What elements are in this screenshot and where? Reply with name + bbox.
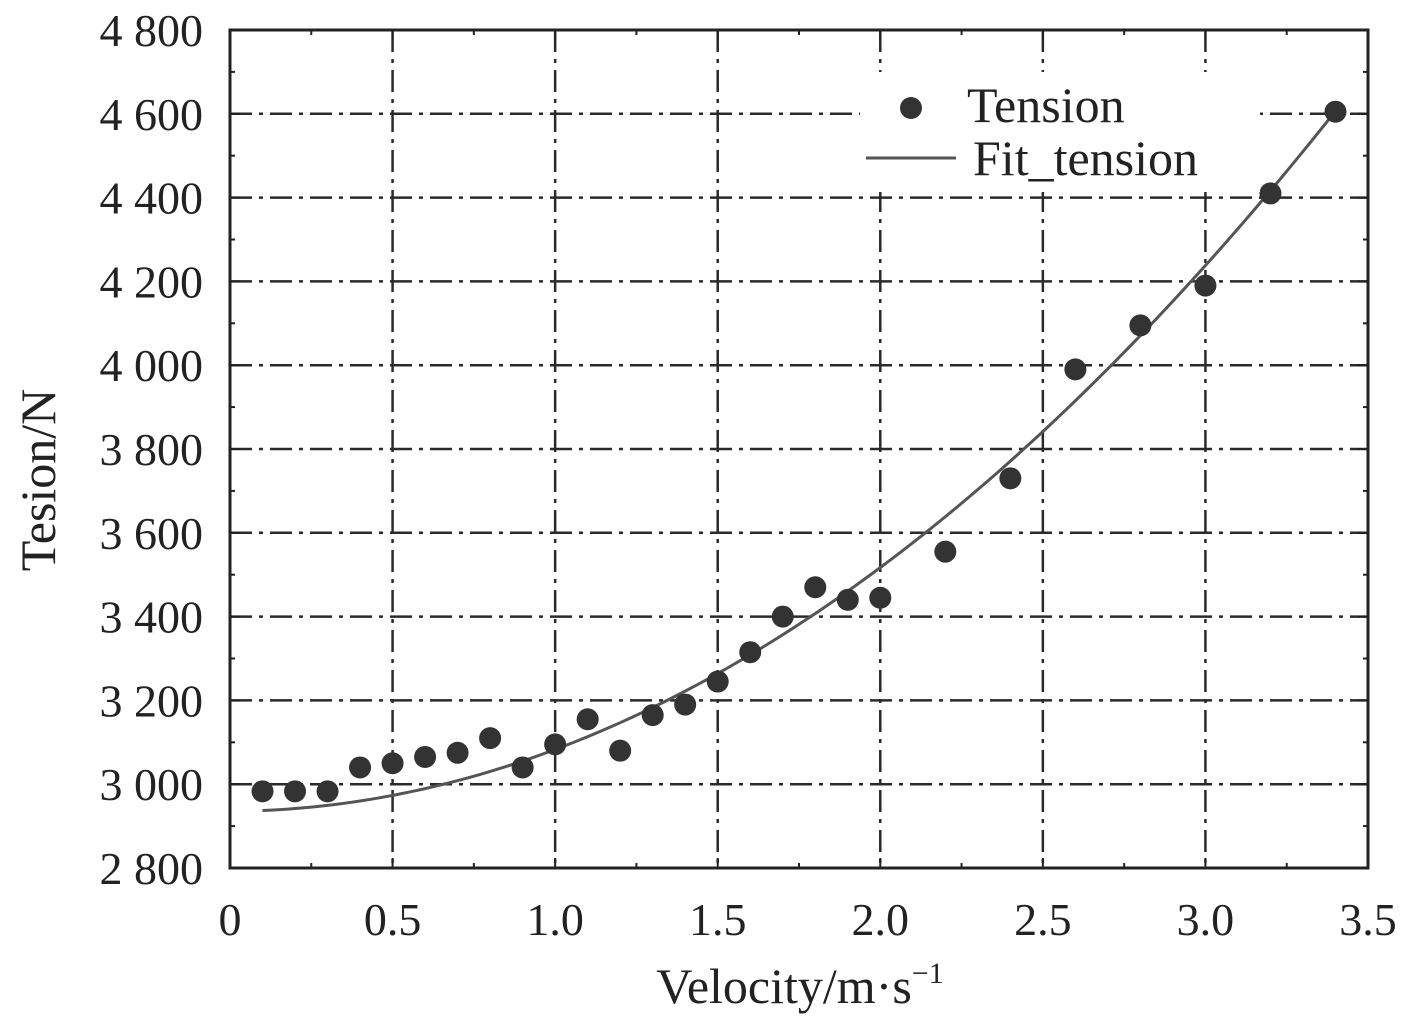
- legend-tension-label: Tension: [967, 77, 1125, 133]
- data-points: [251, 100, 1347, 803]
- tension-data-point: [381, 752, 404, 775]
- x-tick-label: 2.5: [1014, 894, 1072, 945]
- tension-data-point: [316, 780, 339, 803]
- x-axis-title: Velocity/m·s−1: [656, 957, 943, 1014]
- tension-data-point: [869, 586, 892, 609]
- tension-data-point: [349, 756, 372, 779]
- y-tick-label: 3 600: [100, 508, 204, 559]
- y-tick-label: 4 600: [100, 89, 204, 140]
- tension-data-point: [609, 739, 632, 762]
- x-tick-label: 3.5: [1339, 894, 1397, 945]
- tension-data-point: [641, 704, 664, 727]
- x-tick-label: 3.0: [1177, 894, 1235, 945]
- tension-data-point: [446, 741, 469, 764]
- tension-data-point: [1194, 274, 1217, 297]
- y-tick-label: 4 200: [100, 256, 204, 307]
- fit-tension-line: [262, 110, 1337, 813]
- x-axis-title-main: Velocity/m·s: [656, 958, 912, 1014]
- tension-data-point: [836, 588, 859, 611]
- tension-data-point: [674, 693, 697, 716]
- tension-data-point: [576, 708, 599, 731]
- tension-data-point: [511, 756, 534, 779]
- tension-data-point: [544, 733, 567, 756]
- fit-line-layer: [262, 110, 1337, 813]
- x-tick-label: 0.5: [364, 894, 422, 945]
- axis-ticks: 0 0.5 1.0 1.5 2.0 2.5 3.0 3.5 2 800 3 000 3 200 3 4…: [100, 5, 1397, 945]
- tension-data-point: [1064, 358, 1087, 381]
- tension-data-point: [706, 670, 729, 693]
- x-tick-label: 0: [219, 894, 242, 945]
- y-tick-label: 4 000: [100, 340, 204, 391]
- y-tick-label: 2 800: [100, 843, 204, 894]
- y-tick-label: 4 800: [100, 5, 204, 56]
- legend-tension-marker: [900, 97, 922, 119]
- tension-data-point: [284, 780, 307, 803]
- tension-data-point: [739, 641, 762, 664]
- tension-data-point: [479, 727, 502, 750]
- tension-data-point: [999, 467, 1022, 490]
- y-axis-title: Tesion/N: [10, 389, 66, 572]
- tension-data-point: [1129, 314, 1152, 337]
- tension-data-point: [414, 745, 437, 768]
- x-tick-label: 1.5: [689, 894, 747, 945]
- y-tick-label: 3 400: [100, 592, 204, 643]
- y-tick-label: 3 800: [100, 424, 204, 475]
- legend-background: [860, 72, 1260, 192]
- x-tick-label: 2.0: [852, 894, 910, 945]
- legend: Tension Fit_tension: [860, 72, 1260, 192]
- tension-data-point: [934, 540, 957, 563]
- y-tick-label: 3 200: [100, 675, 204, 726]
- tension-data-point: [1324, 100, 1347, 123]
- tension-data-point: [1259, 182, 1282, 205]
- tension-data-point: [771, 605, 794, 628]
- y-tick-label: 4 400: [100, 173, 204, 224]
- x-tick-label: 1.0: [526, 894, 584, 945]
- tension-data-point: [804, 576, 827, 599]
- y-tick-label: 3 000: [100, 759, 204, 810]
- legend-fit-label: Fit_tension: [973, 130, 1198, 186]
- tension-data-point: [251, 780, 274, 803]
- x-axis-title-superscript: −1: [912, 957, 944, 990]
